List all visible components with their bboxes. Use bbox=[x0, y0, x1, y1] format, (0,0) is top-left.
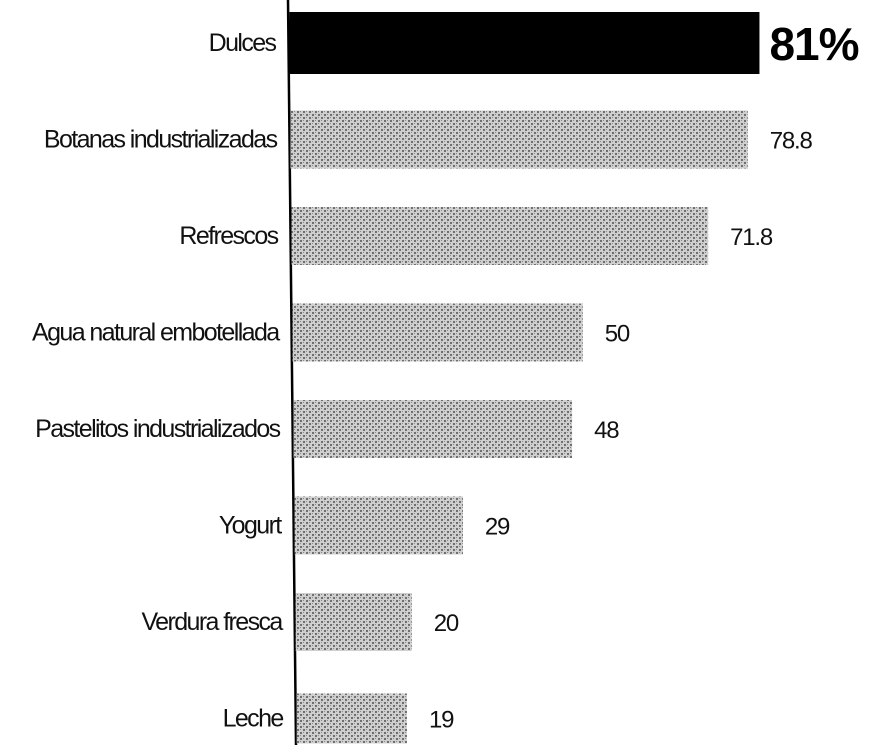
value-label-8: 19 bbox=[429, 707, 454, 734]
category-label-7: Verdura fresca bbox=[141, 608, 283, 636]
category-label-2: Botanas industrializadas bbox=[44, 126, 278, 154]
value-label-6: 29 bbox=[485, 514, 510, 541]
category-label-1: Dulces bbox=[209, 29, 277, 57]
y-axis-line bbox=[286, 0, 298, 745]
bar-2 bbox=[290, 110, 748, 169]
bar-1 bbox=[289, 12, 760, 74]
bar-6 bbox=[294, 496, 463, 555]
value-label-4: 50 bbox=[605, 321, 630, 348]
bar-5 bbox=[293, 400, 573, 458]
category-label-4: Agua natural embotellada bbox=[32, 319, 280, 347]
value-label-2: 78.8 bbox=[770, 128, 813, 155]
category-label-3: Refrescos bbox=[179, 222, 278, 250]
value-label-1: 81% bbox=[769, 18, 858, 70]
category-label-6: Yogurt bbox=[219, 512, 282, 540]
category-label-8: Leche bbox=[223, 705, 284, 733]
bar-3 bbox=[291, 207, 709, 265]
bar-4 bbox=[292, 303, 583, 362]
value-label-5: 48 bbox=[594, 417, 619, 444]
bar-7 bbox=[295, 593, 412, 651]
bar-8 bbox=[296, 693, 407, 744]
category-label-5: Pastelitos industrializados bbox=[35, 415, 281, 443]
value-label-3: 71.8 bbox=[730, 224, 773, 251]
value-label-7: 20 bbox=[434, 610, 459, 637]
